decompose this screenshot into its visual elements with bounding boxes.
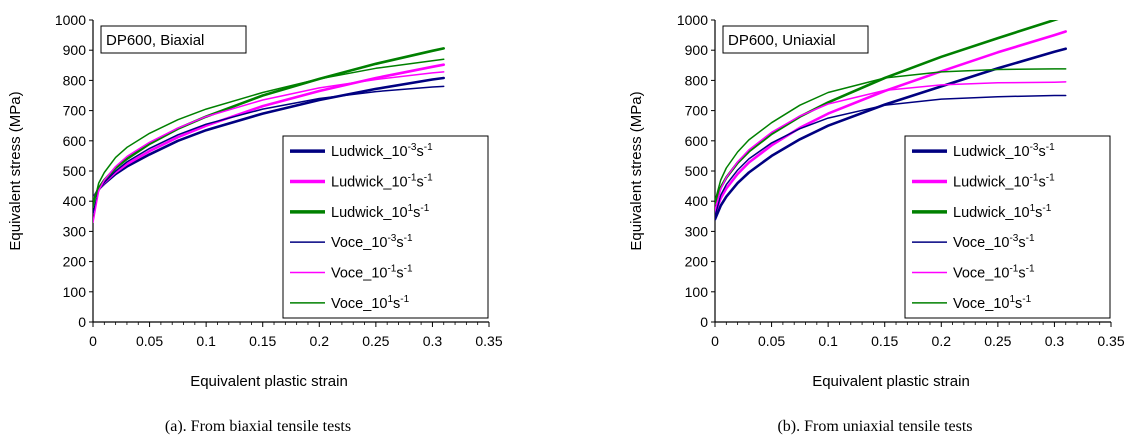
- panel-title-box: [100, 25, 247, 54]
- y-tick-label: 500: [685, 163, 709, 179]
- x-tick-label: 0.05: [758, 333, 785, 349]
- y-tick-label: 700: [63, 103, 87, 119]
- series-lines: [715, 20, 1067, 221]
- x-tick-label: 0.2: [932, 333, 952, 349]
- y-tick-label: 600: [685, 133, 709, 149]
- y-tick-label: 500: [63, 163, 87, 179]
- x-tick-label: 0: [89, 333, 97, 349]
- x-tick-label: 0.15: [871, 333, 898, 349]
- legend-entry-label: Ludwick_101s-1: [953, 203, 1052, 221]
- y-tick-label: 600: [63, 133, 87, 149]
- x-tick-label: 0.05: [136, 333, 163, 349]
- series-line-voce-5: [93, 58, 445, 208]
- y-axis-label: Equivalent stress (MPa): [7, 91, 24, 250]
- series-line-ludwick-0: [715, 47, 1067, 221]
- legend-entry-label: Ludwick_10-3s-1: [953, 142, 1055, 160]
- series-line-voce-3: [93, 85, 445, 215]
- legend-box: [904, 135, 1111, 319]
- legend-entry-label: Voce_101s-1: [331, 294, 410, 312]
- x-tick-label: 0.25: [984, 333, 1011, 349]
- y-tick-label: 0: [700, 314, 708, 330]
- legend-entry-label: Voce_10-3s-1: [953, 233, 1035, 251]
- y-tick-label: 200: [63, 254, 87, 270]
- legend-entry-label: Voce_10-1s-1: [331, 264, 413, 282]
- legend-entry-label: Ludwick_101s-1: [331, 203, 430, 221]
- x-axis-label: Equivalent plastic strain: [190, 373, 348, 390]
- panel-caption: (a). From biaxial tensile tests: [165, 418, 351, 435]
- y-tick-label: 800: [63, 72, 87, 88]
- y-tick-label: 900: [63, 42, 87, 58]
- panel-title: DP600, Uniaxial: [728, 32, 836, 49]
- y-tick-label: 1000: [55, 12, 86, 28]
- x-tick-label: 0.1: [196, 333, 216, 349]
- series-line-voce-5: [715, 68, 1067, 202]
- y-tick-label: 300: [63, 223, 87, 239]
- series-line-ludwick-1: [715, 30, 1067, 215]
- x-tick-label: 0.3: [1045, 333, 1065, 349]
- legend-entry-label: Ludwick_10-1s-1: [953, 173, 1055, 191]
- series-line-voce-4: [715, 81, 1067, 212]
- chart-panel-a: 0 100 200 300 400 500 600 700 800 900 1000 0 0.05 0.1…: [7, 12, 503, 435]
- y-tick-label: 400: [63, 193, 87, 209]
- panel-title: DP600, Biaxial: [106, 32, 204, 49]
- y-tick-label: 800: [685, 72, 709, 88]
- y-tick-label: 200: [685, 254, 709, 270]
- series-line-voce-4: [93, 71, 445, 224]
- y-tick-label: 100: [63, 284, 87, 300]
- x-tick-label: 0: [711, 333, 719, 349]
- legend-entry-label: Ludwick_10-3s-1: [331, 142, 433, 160]
- legend-entry-label: Voce_10-1s-1: [953, 264, 1035, 282]
- series-line-voce-3: [715, 94, 1067, 218]
- chart-panel-b: 0 100 200 300 400 500 600 700 800 900 1000 0 0.05 0.1…: [628, 12, 1125, 435]
- legend-entry-label: Ludwick_10-1s-1: [331, 173, 433, 191]
- legend-entry-label: Voce_101s-1: [953, 294, 1032, 312]
- panel-caption: (b). From uniaxial tensile tests: [777, 418, 972, 435]
- y-tick-label: 300: [685, 223, 709, 239]
- x-tick-label: 0.15: [249, 333, 276, 349]
- y-tick-label: 700: [685, 103, 709, 119]
- legend-entry-label: Voce_10-3s-1: [331, 233, 413, 251]
- legend-box: [282, 135, 489, 319]
- y-tick-label: 900: [685, 42, 709, 58]
- panel-title-box: [722, 25, 869, 54]
- x-tick-label: 0.1: [818, 333, 838, 349]
- y-tick-label: 0: [78, 314, 86, 330]
- y-tick-label: 1000: [677, 12, 708, 28]
- x-tick-label: 0.2: [310, 333, 330, 349]
- y-axis-label: Equivalent stress (MPa): [628, 91, 645, 250]
- x-tick-label: 0.25: [362, 333, 389, 349]
- y-tick-label: 400: [685, 193, 709, 209]
- y-tick-label: 100: [685, 284, 709, 300]
- x-tick-label: 0.35: [475, 333, 502, 349]
- x-tick-label: 0.3: [423, 333, 443, 349]
- x-tick-label: 0.35: [1097, 333, 1124, 349]
- x-axis-label: Equivalent plastic strain: [812, 373, 970, 390]
- series-lines: [93, 47, 446, 224]
